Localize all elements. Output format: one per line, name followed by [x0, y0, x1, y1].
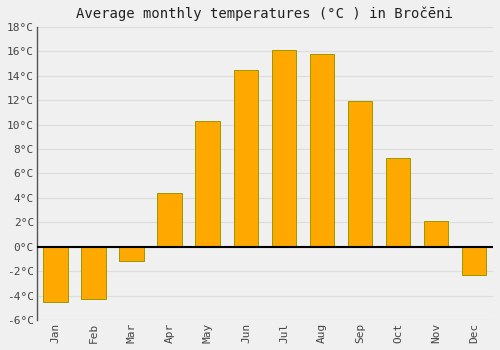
Bar [82, 247, 106, 299]
Bar [158, 193, 182, 247]
Bar [348, 101, 372, 247]
Bar [272, 50, 296, 247]
Bar [234, 70, 258, 247]
Title: Average monthly temperatures (°C ) in Bročēni: Average monthly temperatures (°C ) in Br… [76, 7, 454, 21]
Bar [462, 247, 486, 275]
Bar [310, 54, 334, 247]
Bar [44, 247, 68, 302]
Bar [386, 158, 410, 247]
Bar [196, 121, 220, 247]
Bar [120, 247, 144, 261]
Bar [424, 221, 448, 247]
